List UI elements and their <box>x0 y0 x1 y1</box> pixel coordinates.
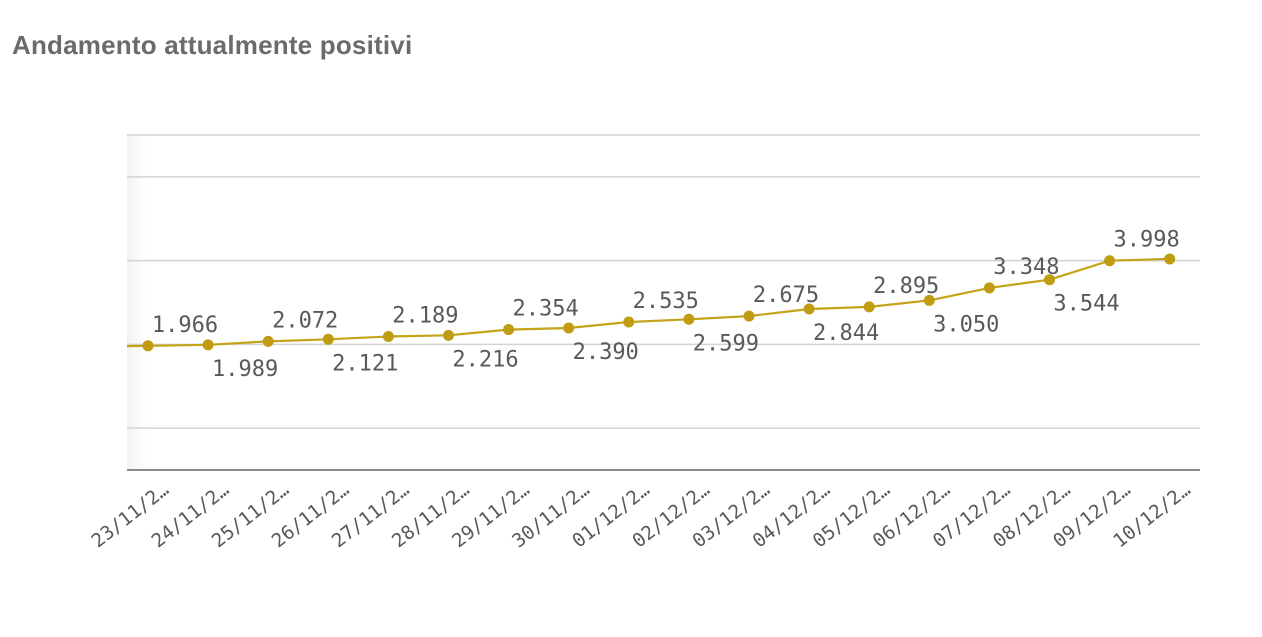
grid-lines <box>127 134 1200 471</box>
data-point <box>202 339 214 351</box>
data-points <box>142 253 1176 352</box>
data-point <box>382 330 394 342</box>
data-label: 3.998 <box>1113 228 1179 253</box>
data-point <box>322 333 334 345</box>
x-axis-tick-labels: 23/11/2…24/11/2…25/11/2…26/11/2…27/11/2…… <box>87 479 1194 553</box>
data-point <box>623 316 635 328</box>
data-point <box>142 340 154 352</box>
data-label: 2.189 <box>392 303 458 328</box>
plot-area-shade <box>127 135 155 470</box>
data-label: 2.535 <box>633 289 699 314</box>
data-point <box>1164 253 1176 265</box>
data-point <box>803 303 815 315</box>
data-label: 2.354 <box>512 297 578 322</box>
data-label: 2.675 <box>753 283 819 308</box>
data-point <box>1044 274 1055 286</box>
data-label: 3.544 <box>1053 292 1119 317</box>
data-label: 3.050 <box>933 312 999 337</box>
data-label: 2.216 <box>452 347 518 372</box>
data-point <box>503 324 515 336</box>
data-label: 2.390 <box>573 340 639 365</box>
data-point <box>743 310 755 322</box>
data-point <box>983 282 995 294</box>
data-label: 2.895 <box>873 274 939 299</box>
data-label: 3.348 <box>993 255 1059 280</box>
data-label: 2.121 <box>332 351 398 376</box>
data-labels: 1.966 1.989 2.072 2.121 2.189 2.216 2.354 2.390… <box>152 228 1180 382</box>
data-label: 1.966 <box>152 313 218 338</box>
data-point <box>262 335 274 347</box>
data-label: 2.599 <box>693 331 759 356</box>
data-point <box>683 313 695 325</box>
data-point <box>443 329 454 341</box>
data-point <box>863 301 875 313</box>
data-label: 1.989 <box>212 357 278 382</box>
data-point <box>923 294 935 306</box>
chart-title: Andamento attualmente positivi <box>12 30 413 60</box>
data-point <box>563 322 575 334</box>
data-label: 2.072 <box>272 308 338 333</box>
data-label: 2.844 <box>813 321 879 346</box>
data-point <box>1104 255 1116 267</box>
